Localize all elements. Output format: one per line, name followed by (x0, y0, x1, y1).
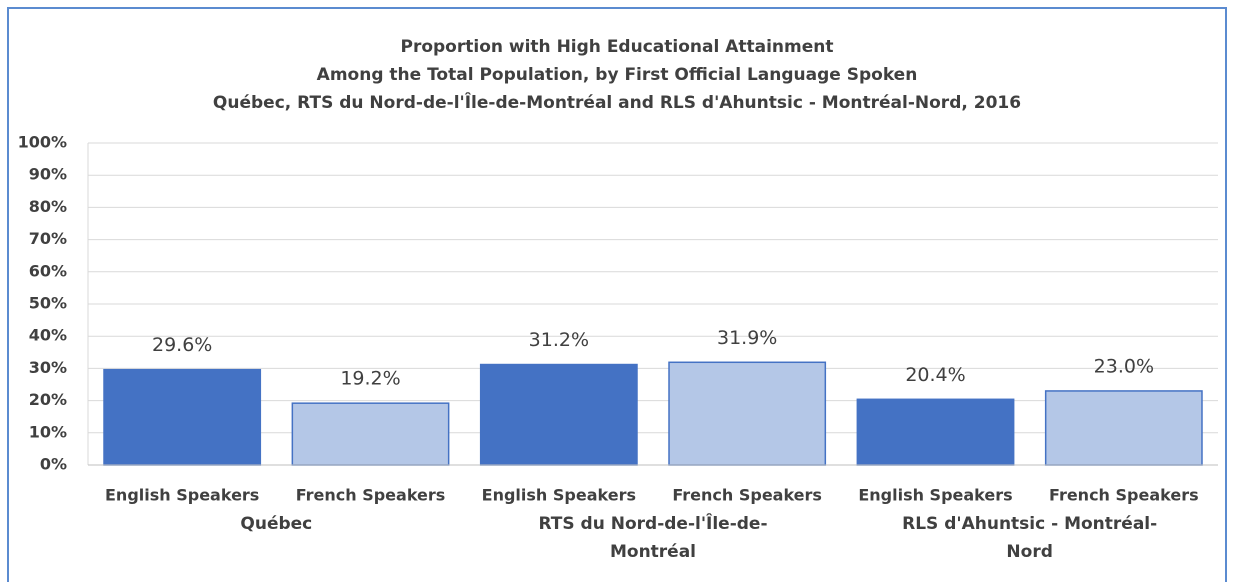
value-label: 23.0% (1094, 355, 1154, 377)
y-tick-label: 90% (29, 165, 67, 184)
value-label: 31.2% (529, 329, 589, 351)
chart-title: Among the Total Population, by First Off… (317, 65, 918, 85)
y-tick-label: 30% (29, 358, 67, 377)
value-label: 29.6% (152, 334, 212, 356)
y-tick-label: 60% (29, 261, 67, 280)
x-tick-label: French Speakers (1049, 486, 1199, 505)
value-label: 19.2% (340, 368, 400, 390)
y-tick-label: 100% (18, 133, 67, 152)
x-tick-label: English Speakers (858, 486, 1012, 505)
bar (291, 402, 450, 466)
y-tick-label: 40% (29, 326, 67, 345)
bar (1044, 390, 1203, 466)
y-tick-label: 70% (29, 229, 67, 248)
frame (7, 7, 1227, 582)
group-label: RTS du Nord-de-l'Île-de-Montréal (538, 514, 768, 562)
bar (668, 361, 827, 466)
x-tick-label: French Speakers (672, 486, 822, 505)
chart-title: Proportion with High Educational Attainm… (400, 37, 833, 57)
x-tick-label: French Speakers (296, 486, 446, 505)
bar (479, 363, 638, 466)
group-label: RLS d'Ahuntsic - Montréal-Nord (902, 514, 1158, 562)
y-tick-label: 80% (29, 197, 67, 216)
y-tick-label: 0% (40, 455, 67, 474)
y-tick-label: 20% (29, 390, 67, 409)
x-tick-label: English Speakers (482, 486, 636, 505)
value-label: 31.9% (717, 327, 777, 349)
bar (856, 398, 1015, 466)
chart-title: Québec, RTS du Nord-de-l'Île-de-Montréal… (213, 91, 1021, 113)
y-tick-label: 50% (29, 294, 67, 313)
group-label: Québec (240, 514, 313, 534)
bar (103, 368, 262, 466)
x-tick-label: English Speakers (105, 486, 259, 505)
value-label: 20.4% (905, 364, 965, 386)
y-tick-label: 10% (29, 422, 67, 441)
